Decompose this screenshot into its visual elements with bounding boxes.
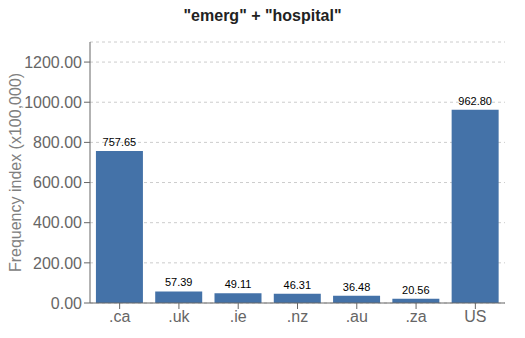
svg-text:962.80: 962.80	[458, 95, 492, 107]
svg-text:57.39: 57.39	[165, 276, 193, 288]
svg-text:.za: .za	[405, 308, 426, 325]
svg-text:.uk: .uk	[168, 308, 190, 325]
svg-text:36.48: 36.48	[343, 281, 371, 293]
svg-text:Frequency index (x100,000): Frequency index (x100,000)	[8, 73, 24, 272]
svg-text:200.00: 200.00	[33, 255, 82, 272]
svg-text:1000.00: 1000.00	[24, 94, 82, 111]
svg-text:20.56: 20.56	[402, 284, 430, 296]
svg-text:1200.00: 1200.00	[24, 54, 82, 71]
svg-text:0.00: 0.00	[51, 295, 82, 312]
svg-text:.au: .au	[346, 308, 368, 325]
svg-text:600.00: 600.00	[33, 174, 82, 191]
svg-text:400.00: 400.00	[33, 214, 82, 231]
svg-text:.ca: .ca	[109, 308, 130, 325]
svg-text:46.31: 46.31	[284, 279, 312, 291]
svg-text:757.65: 757.65	[103, 136, 137, 148]
svg-text:.nz: .nz	[287, 308, 308, 325]
html-text:"emerg" + "hospital": "emerg" + "hospital"	[183, 7, 342, 24]
svg-text:.ie: .ie	[230, 308, 247, 325]
svg-text:49.11: 49.11	[225, 278, 252, 290]
svg-text:US: US	[464, 308, 486, 325]
svg-text:800.00: 800.00	[33, 134, 82, 151]
